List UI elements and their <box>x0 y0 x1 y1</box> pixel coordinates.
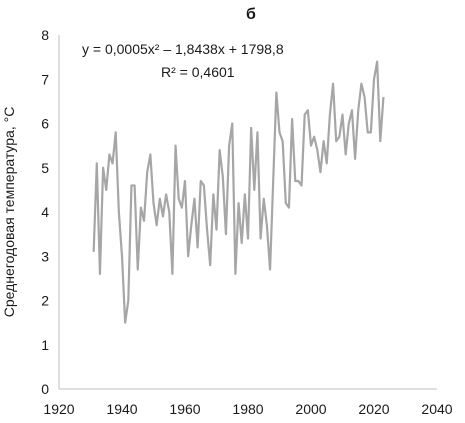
y-tick-label: 6 <box>41 116 49 132</box>
y-tick-label: 2 <box>41 293 49 309</box>
x-tick-label: 1920 <box>43 401 74 417</box>
x-tick-label: 2000 <box>295 401 326 417</box>
y-tick-label: 8 <box>41 27 49 43</box>
y-tick-label: 5 <box>41 160 49 176</box>
y-tick-label: 3 <box>41 248 49 264</box>
y-tick-label: 1 <box>41 337 49 353</box>
trendline-equation: y = 0,0005x² – 1,8438x + 1798,8 <box>82 41 284 57</box>
x-tick-label: 2040 <box>421 401 452 417</box>
y-tick-label: 0 <box>41 381 49 397</box>
x-tick-label: 1940 <box>106 401 137 417</box>
y-tick-label: 4 <box>41 204 49 220</box>
series-line <box>94 62 384 323</box>
trendline-r-squared: R² = 0,4601 <box>161 64 235 80</box>
x-tick-label: 1980 <box>232 401 263 417</box>
y-axis-title: Среднегодовая температура, °С <box>1 107 17 318</box>
y-tick-label: 7 <box>41 71 49 87</box>
chart-title: б <box>246 6 256 23</box>
x-tick-label: 1960 <box>169 401 200 417</box>
x-tick-label: 2020 <box>358 401 389 417</box>
